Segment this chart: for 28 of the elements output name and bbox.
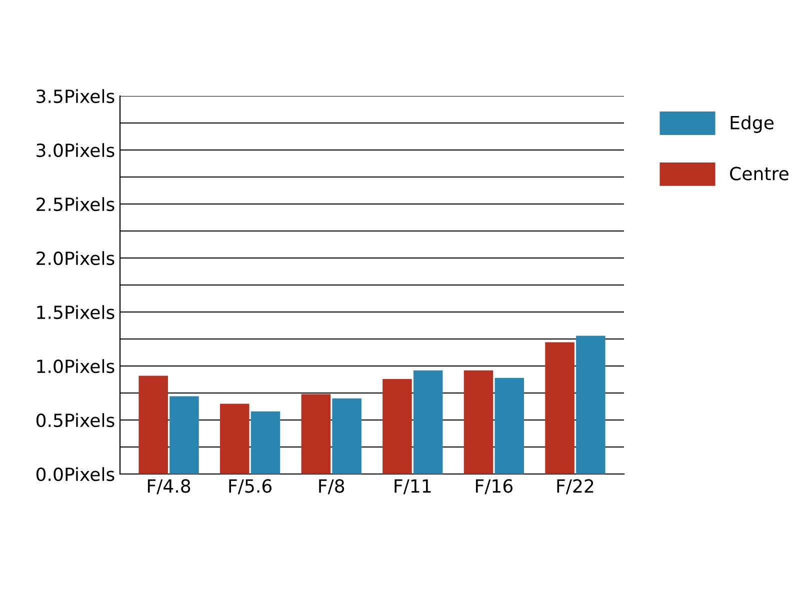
y-tick-label: 2.0Pixels <box>36 251 114 266</box>
bar <box>413 370 443 474</box>
x-tick-label: F/4.8 <box>148 479 190 494</box>
bar <box>382 378 412 474</box>
bar <box>332 398 362 474</box>
bar <box>464 370 494 474</box>
x-tick-label: F/22 <box>557 479 594 494</box>
bar <box>301 394 331 474</box>
y-tick-label: 0.0Pixels <box>36 467 114 482</box>
bar <box>220 404 250 474</box>
legend-label: Edge <box>730 116 774 133</box>
bar <box>170 396 199 474</box>
x-tick-label: F/8 <box>319 479 344 494</box>
bar <box>138 376 168 474</box>
bar <box>250 411 280 474</box>
y-tick-label: 3.0Pixels <box>36 143 114 158</box>
y-tick-label: 3.5Pixels <box>36 89 114 104</box>
y-tick-label: 0.5Pixels <box>36 413 114 428</box>
bar <box>494 378 524 474</box>
bar <box>545 342 574 474</box>
x-tick-label: F/11 <box>394 479 431 494</box>
x-tick-label: F/16 <box>476 479 513 494</box>
x-tick-label: F/5.6 <box>229 479 272 494</box>
legend-label: Centre <box>730 166 788 180</box>
y-tick-label: 1.5Pixels <box>37 305 114 320</box>
bar <box>576 336 606 474</box>
y-tick-label: 2.5Pixels <box>36 197 114 212</box>
y-tick-label: 1.0Pixels <box>37 359 114 374</box>
